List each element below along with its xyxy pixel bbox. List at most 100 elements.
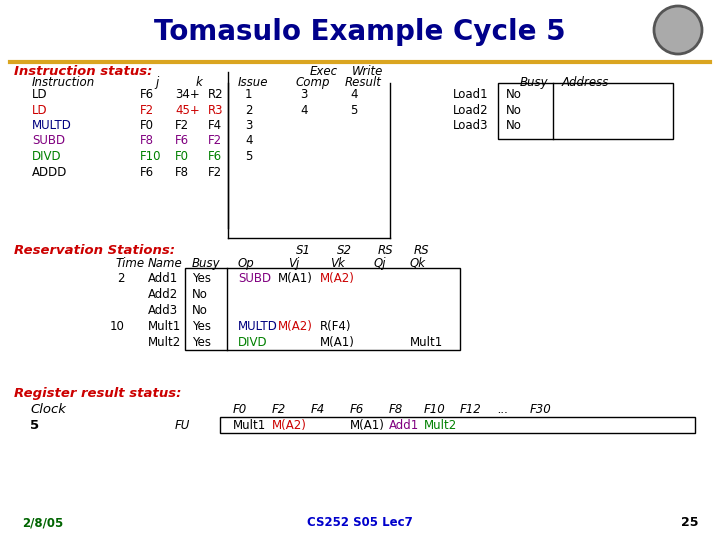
Text: 4: 4 — [245, 134, 253, 147]
Text: Comp: Comp — [296, 76, 330, 89]
Text: 2: 2 — [245, 104, 253, 117]
Text: RS: RS — [414, 244, 430, 257]
Text: Exec: Exec — [310, 65, 338, 78]
Text: Instruction: Instruction — [32, 76, 95, 89]
Text: No: No — [506, 104, 522, 117]
Text: F6: F6 — [208, 150, 222, 163]
Text: Op: Op — [238, 257, 255, 270]
Text: F6: F6 — [175, 134, 189, 147]
Text: S1: S1 — [296, 244, 311, 257]
Text: Register result status:: Register result status: — [14, 387, 181, 400]
Text: LD: LD — [32, 88, 48, 101]
Text: 4: 4 — [300, 104, 307, 117]
Text: F6: F6 — [350, 403, 364, 416]
Text: 3: 3 — [300, 88, 307, 101]
Text: Write: Write — [352, 65, 383, 78]
Text: Qk: Qk — [410, 257, 426, 270]
Text: 2: 2 — [117, 272, 125, 285]
Text: Mult1: Mult1 — [410, 336, 444, 349]
Text: ADDD: ADDD — [32, 165, 68, 179]
Text: Load1: Load1 — [453, 88, 489, 101]
Text: F8: F8 — [389, 403, 403, 416]
Text: ...: ... — [497, 403, 508, 416]
Text: j: j — [155, 76, 158, 89]
Text: 5: 5 — [30, 419, 39, 432]
Bar — [185, 268, 460, 350]
Text: Mult2: Mult2 — [424, 419, 457, 432]
Text: 3: 3 — [245, 119, 253, 132]
Text: F0: F0 — [175, 150, 189, 163]
Text: F0: F0 — [233, 403, 247, 416]
Text: No: No — [506, 88, 522, 101]
Text: Yes: Yes — [192, 320, 211, 333]
Text: Name: Name — [148, 257, 183, 270]
Text: No: No — [506, 119, 522, 132]
Text: DIVD: DIVD — [238, 336, 268, 349]
Text: FU: FU — [175, 419, 190, 432]
Text: Busy: Busy — [192, 257, 220, 270]
Text: F8: F8 — [140, 134, 154, 147]
Text: M(A2): M(A2) — [320, 272, 355, 285]
Text: 25: 25 — [680, 516, 698, 529]
Text: R3: R3 — [208, 104, 223, 117]
Text: R2: R2 — [208, 88, 224, 101]
Text: Clock: Clock — [30, 403, 66, 416]
Text: 45+: 45+ — [175, 104, 199, 117]
Text: F4: F4 — [311, 403, 325, 416]
Text: F6: F6 — [140, 88, 154, 101]
Text: F12: F12 — [460, 403, 482, 416]
Text: Qj: Qj — [374, 257, 387, 270]
Text: Instruction status:: Instruction status: — [14, 65, 153, 78]
Text: F2: F2 — [140, 104, 154, 117]
Text: Add1: Add1 — [389, 419, 419, 432]
Text: F6: F6 — [140, 165, 154, 179]
Text: F2: F2 — [272, 403, 287, 416]
Text: Reservation Stations:: Reservation Stations: — [14, 244, 175, 257]
Text: Add2: Add2 — [148, 288, 179, 301]
Text: Vj: Vj — [288, 257, 300, 270]
Text: M(A1): M(A1) — [278, 272, 313, 285]
Text: 34+: 34+ — [175, 88, 199, 101]
Text: F0: F0 — [140, 119, 154, 132]
Text: 10: 10 — [110, 320, 125, 333]
Text: S2: S2 — [337, 244, 352, 257]
Text: F4: F4 — [208, 119, 222, 132]
Text: M(A2): M(A2) — [278, 320, 313, 333]
Text: Mult1: Mult1 — [148, 320, 181, 333]
Text: SUBD: SUBD — [32, 134, 65, 147]
Text: R(F4): R(F4) — [320, 320, 351, 333]
Text: DIVD: DIVD — [32, 150, 62, 163]
Text: Vk: Vk — [330, 257, 345, 270]
Bar — [498, 83, 673, 139]
Text: 5: 5 — [350, 104, 357, 117]
Text: F30: F30 — [530, 403, 552, 416]
Text: F10: F10 — [140, 150, 161, 163]
Text: 4: 4 — [350, 88, 358, 101]
Text: Add1: Add1 — [148, 272, 179, 285]
Text: Yes: Yes — [192, 272, 211, 285]
Text: Tomasulo Example Cycle 5: Tomasulo Example Cycle 5 — [154, 18, 566, 46]
Text: CS252 S05 Lec7: CS252 S05 Lec7 — [307, 516, 413, 529]
Text: Load2: Load2 — [453, 104, 489, 117]
Text: Issue: Issue — [238, 76, 269, 89]
Text: Result: Result — [345, 76, 382, 89]
Text: F2: F2 — [175, 119, 189, 132]
Text: Mult1: Mult1 — [233, 419, 266, 432]
Text: 1: 1 — [245, 88, 253, 101]
Text: LD: LD — [32, 104, 48, 117]
Text: No: No — [192, 304, 208, 317]
Text: MULTD: MULTD — [238, 320, 278, 333]
Text: Add3: Add3 — [148, 304, 178, 317]
Text: F2: F2 — [208, 134, 222, 147]
Circle shape — [654, 6, 702, 54]
Bar — [220, 417, 695, 433]
Text: Time: Time — [115, 257, 144, 270]
Text: Yes: Yes — [192, 336, 211, 349]
Text: Busy: Busy — [520, 76, 549, 89]
Text: 2/8/05: 2/8/05 — [22, 516, 63, 529]
Text: F8: F8 — [175, 165, 189, 179]
Text: Mult2: Mult2 — [148, 336, 181, 349]
Text: MULTD: MULTD — [32, 119, 72, 132]
Text: k: k — [196, 76, 203, 89]
Text: 5: 5 — [245, 150, 253, 163]
